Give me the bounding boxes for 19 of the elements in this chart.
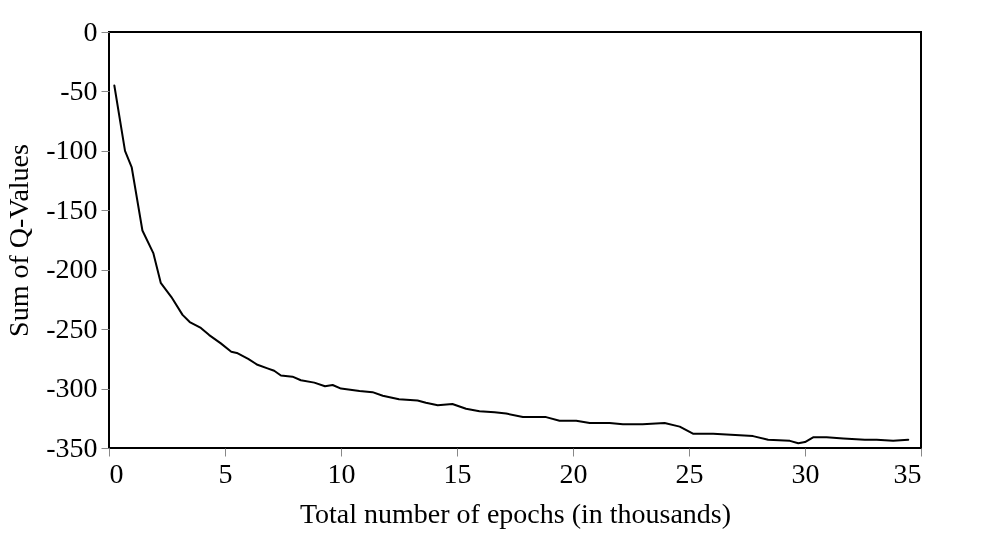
x-tick-label: 0 — [109, 457, 124, 489]
y-tick-label: -300 — [46, 372, 98, 404]
y-tick-label: 0 — [83, 15, 98, 47]
x-tick-label: 35 — [893, 457, 922, 489]
x-tick-label: 30 — [791, 457, 820, 489]
y-tick-label: -150 — [46, 193, 98, 225]
x-tick-label: 20 — [559, 457, 588, 489]
line-series — [113, 84, 910, 445]
y-tick-label: -250 — [46, 312, 98, 344]
x-axis-title: Total number of epochs (in thousands) — [299, 497, 732, 529]
y-tick-label: -350 — [46, 431, 98, 463]
y-tick-label: -200 — [46, 253, 98, 285]
x-tick-label: 25 — [675, 457, 704, 489]
y-tick-label: -50 — [60, 74, 98, 106]
y-tick-label: -100 — [46, 134, 98, 166]
x-tick-label: 15 — [443, 457, 472, 489]
x-tick-label: 10 — [327, 457, 356, 489]
x-tick-label: 5 — [218, 457, 233, 489]
y-axis-title: Sum of Q-Values — [3, 144, 35, 337]
